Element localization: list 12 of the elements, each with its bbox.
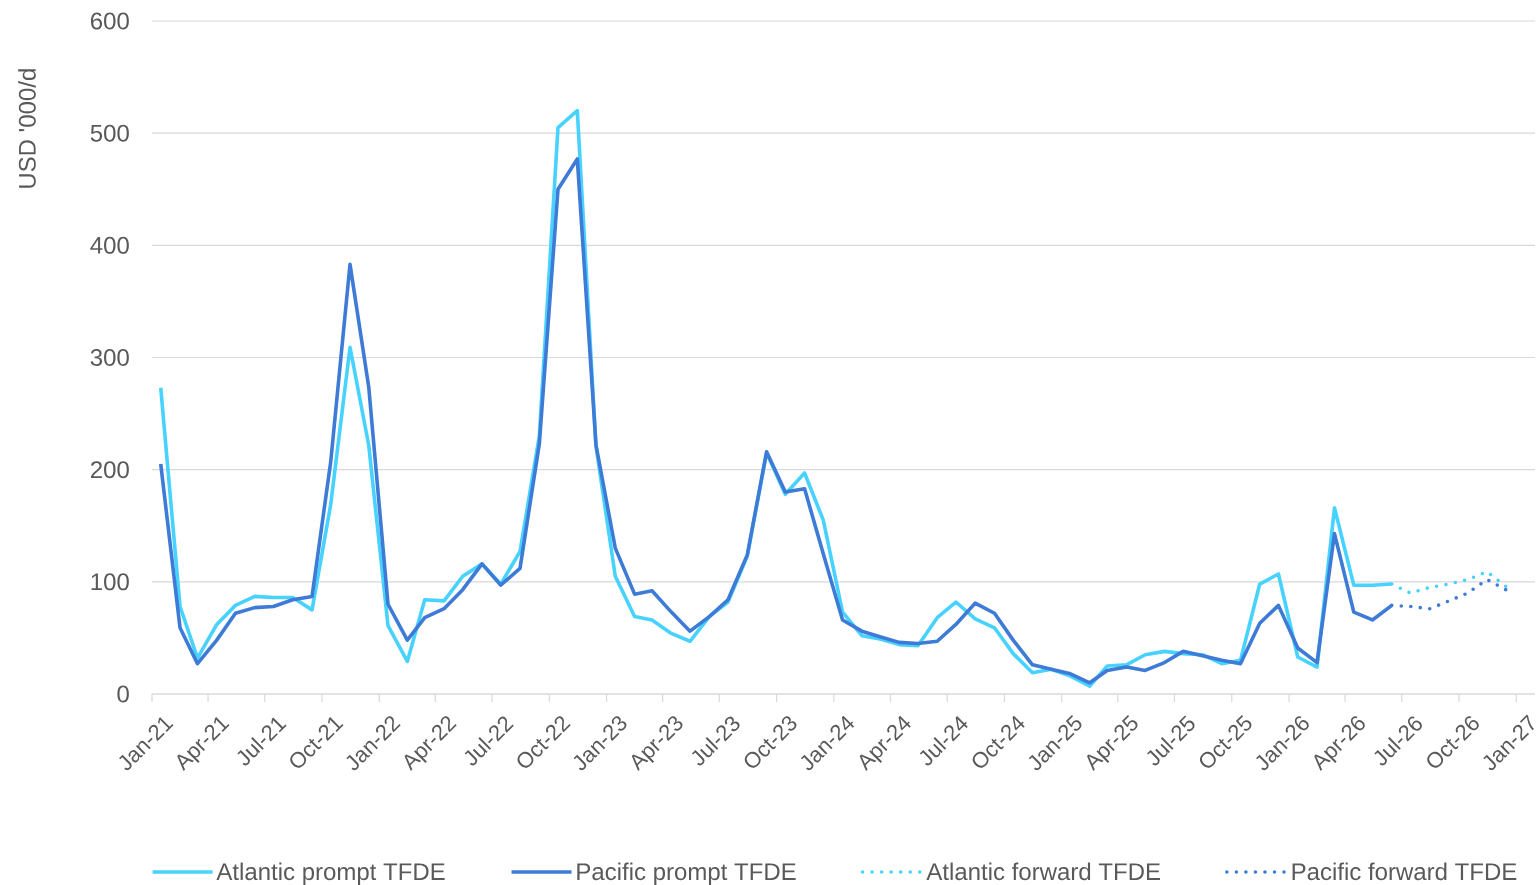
y-tick-label: 600 bbox=[90, 12, 129, 30]
y-axis-title: USD '000/d bbox=[18, 69, 36, 188]
y-tick-label: 400 bbox=[90, 236, 129, 254]
legend-label: Atlantic forward TFDE bbox=[926, 862, 1160, 881]
legend-label: Atlantic prompt TFDE bbox=[216, 862, 445, 885]
y-tick-label: 0 bbox=[117, 685, 129, 703]
y-tick-label: 100 bbox=[91, 573, 129, 591]
y-tick-label: 300 bbox=[90, 349, 129, 366]
legend-label: Pacific forward TFDE bbox=[1292, 862, 1517, 881]
legend-label: Pacific prompt TFDE bbox=[577, 862, 796, 885]
y-tick-label: 500 bbox=[90, 124, 129, 142]
y-tick-label: 200 bbox=[90, 461, 129, 479]
